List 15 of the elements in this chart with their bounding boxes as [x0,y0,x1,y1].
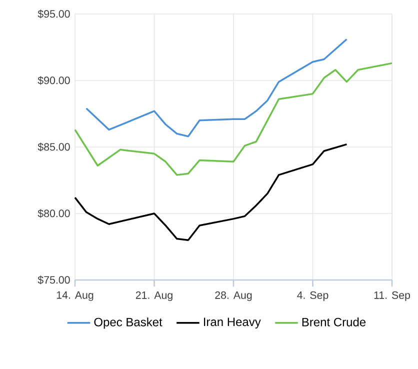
y-tick-label: $95.00 [38,10,70,18]
y-tick-label: $85.00 [38,142,70,152]
x-tick-label: 14. Aug [56,291,94,301]
legend-label: Brent Crude [302,318,366,326]
line-series [85,38,348,138]
x-tick-label: 21. Aug [136,291,172,302]
line-series [74,143,348,241]
x-tick-label: 11. Sep [374,291,410,302]
x-tick-label: 4. Sep [297,291,328,302]
legend-label: Iran Heavy [204,318,261,328]
x-tick-label: 28. Aug [215,291,252,302]
y-tick-label: $75.00 [38,276,70,284]
y-tick-label: $80.00 [38,209,70,218]
y-tick-label: $90.00 [38,76,70,85]
legend-label: Opec Basket [94,318,162,329]
